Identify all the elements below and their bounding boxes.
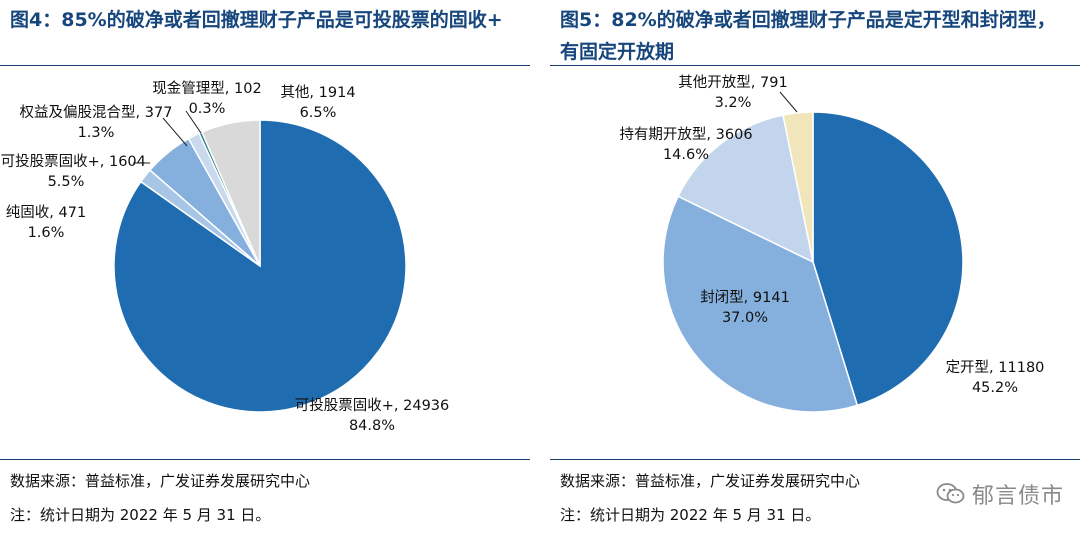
slice-value-5-2: 14.6% (663, 147, 709, 163)
slice-value-5-0: 45.2% (972, 380, 1018, 396)
slice-label-5-2: 持有期开放型, 3606 (619, 126, 752, 143)
slice-label-4-2: 不可投股票固收+, 1604 (0, 153, 146, 170)
slice-value-4-3: 1.3% (78, 125, 115, 141)
slice-label-4-5: 其他, 1914 (280, 84, 355, 101)
slice-value-4-5: 6.5% (300, 105, 337, 121)
figure-4-pie-chart: 可投股票固收+, 24936 84.8% 纯固收, 471 1.6% 不可投股票固收+,… (0, 80, 450, 434)
figure-5-source: 数据来源：普益标准，广发证券发展研究中心 (560, 472, 861, 490)
pie-slice-5-0 (812, 111, 964, 407)
figure-5-pie-chart: 定开型, 11180 45.2% 封闭型, 9141 37.0% 持有期开放型, 360… (619, 74, 1045, 413)
figure-4-panel: 图4：85%的破净或者回撤理财子产品是可投股票的固收+ 可投股票固收+, 249… (0, 0, 530, 540)
slice-label-4-0: 可投股票固收+, 24936 (295, 397, 450, 414)
watermark: 郁言债市 (933, 478, 1066, 510)
slice-label-4-3: 权益及偏股混合型, 377 (20, 104, 173, 121)
figure-4-title: 图4：85%的破净或者回撤理财子产品是可投股票的固收+ (10, 9, 503, 31)
slice-value-4-4: 0.3% (189, 101, 226, 117)
figure-5-title: 图5：82%的破净或者回撤理财子产品是定开型和封闭型，有固定开放期 (560, 9, 1056, 63)
slice-label-4-1: 纯固收, 471 (6, 204, 86, 221)
slice-value-4-2: 5.5% (48, 174, 85, 190)
figure-5-note: 注：统计日期为 2022 年 5 月 31 日。 (560, 506, 821, 524)
watermark-text: 郁言债市 (971, 484, 1064, 509)
wechat-icon (936, 483, 965, 504)
slice-label-5-1: 封闭型, 9141 (700, 289, 790, 306)
pie-slice-5-3 (782, 111, 814, 263)
figure-5-bottom-rule (550, 459, 1080, 460)
figure-5-panel: 图5：82%的破净或者回撤理财子产品是定开型和封闭型，有固定开放期 定开型, 1… (550, 0, 1080, 540)
pie-slice-5-1 (662, 195, 859, 413)
leader-line-5-3 (779, 91, 798, 113)
slice-value-5-3: 3.2% (715, 95, 752, 111)
figure-4-bottom-rule (0, 459, 530, 460)
slice-label-4-4: 现金管理型, 102 (152, 80, 261, 97)
slice-label-5-3: 其他开放型, 791 (678, 74, 787, 91)
figure-4-top-rule (0, 65, 530, 66)
pie-slice-5-2 (677, 114, 815, 264)
slice-label-5-0: 定开型, 11180 (946, 359, 1045, 376)
figure-4-source: 数据来源：普益标准，广发证券发展研究中心 (10, 472, 311, 490)
slice-value-4-0: 84.8% (349, 418, 395, 434)
figure-5-top-rule (550, 65, 1080, 66)
slice-value-4-1: 1.6% (28, 225, 65, 241)
leader-line-4-4 (185, 110, 202, 134)
slice-value-5-1: 37.0% (722, 310, 768, 326)
leader-line-4-3 (162, 117, 188, 147)
pie-slice-4-5 (200, 119, 261, 267)
figure-4-note: 注：统计日期为 2022 年 5 月 31 日。 (10, 506, 271, 524)
